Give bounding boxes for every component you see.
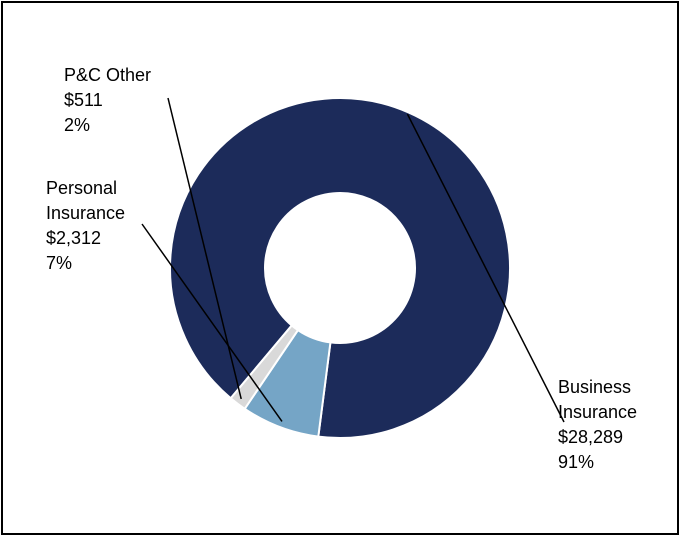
- data-label-line: Business: [558, 377, 631, 397]
- data-label-line: $28,289: [558, 427, 623, 447]
- data-label-line: $511: [64, 90, 103, 110]
- data-label-line: Insurance: [46, 203, 125, 223]
- data-label-personal-insurance: Personal Insurance $2,312 7%: [46, 178, 125, 273]
- slice-p-c-other: [229, 324, 300, 411]
- data-label-line: Insurance: [558, 402, 637, 422]
- leader-line-personal-insurance: [141, 223, 283, 422]
- data-label-line: $2,312: [46, 228, 101, 248]
- leader-lines-group: [141, 97, 565, 423]
- labels-group: Business Insurance $28,289 91% Personal Insur…: [46, 65, 637, 472]
- leader-line-business-insurance: [406, 113, 565, 423]
- data-label-line: 91%: [558, 452, 594, 472]
- leader-line-p-c-other: [167, 97, 242, 400]
- data-label-line: 7%: [46, 253, 72, 273]
- data-label-p-c-other: P&C Other $511 2%: [64, 65, 151, 135]
- data-label-line: P&C Other: [64, 65, 151, 85]
- data-label-line: Personal: [46, 178, 117, 198]
- data-label-business-insurance: Business Insurance $28,289 91%: [558, 377, 637, 472]
- slice-business-insurance: [169, 97, 511, 439]
- slices-group: [169, 97, 511, 439]
- data-label-line: 2%: [64, 115, 90, 135]
